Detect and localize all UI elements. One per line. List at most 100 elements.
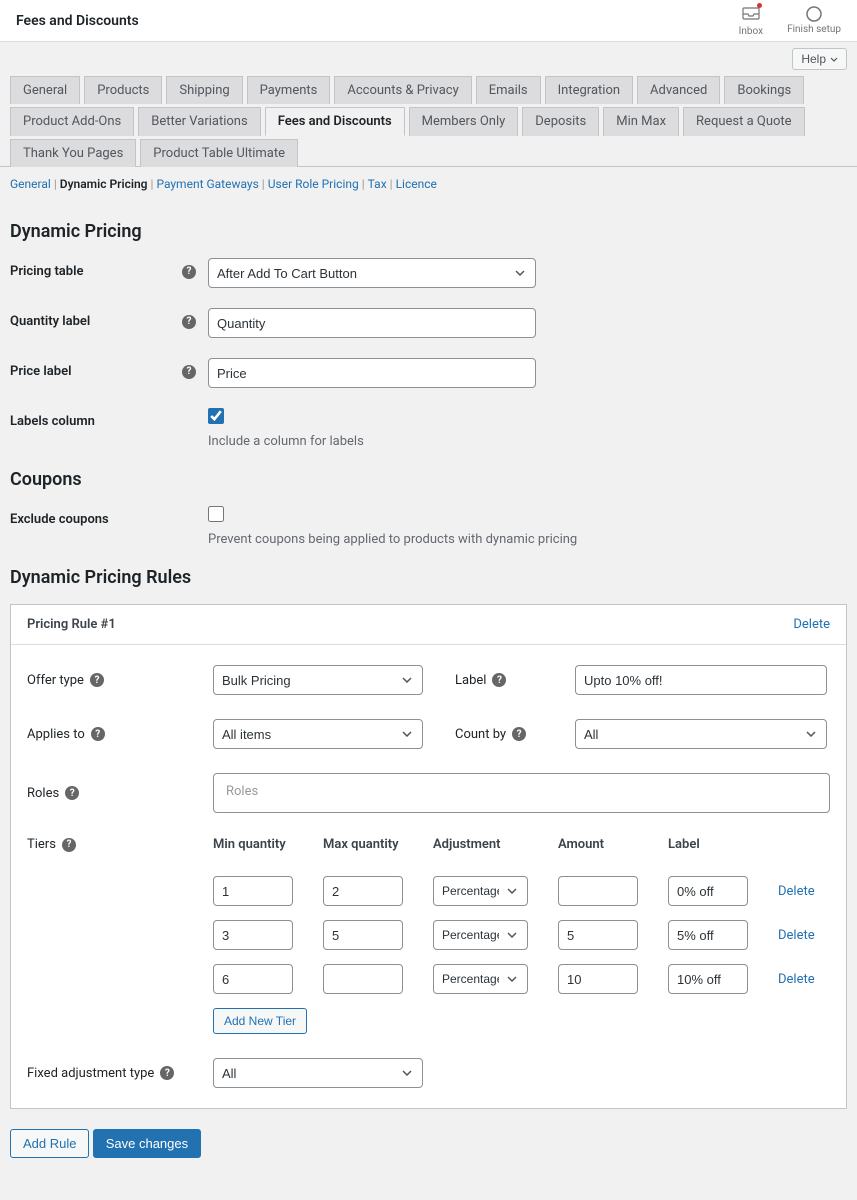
tab-payments[interactable]: Payments — [247, 76, 331, 104]
tab-advanced[interactable]: Advanced — [637, 76, 720, 104]
finish-setup-label: Finish setup — [787, 24, 841, 35]
tier-label-input[interactable] — [668, 920, 748, 950]
tier-delete-link[interactable]: Delete — [778, 972, 828, 987]
label-input[interactable] — [575, 665, 827, 695]
tab-product-table-ultimate[interactable]: Product Table Ultimate — [140, 139, 298, 167]
tier-adjustment-select[interactable]: Percentage Di — [433, 920, 528, 950]
tier-header-max: Max quantity — [323, 837, 403, 852]
top-bar: Fees and Discounts Inbox Finish setup — [0, 0, 857, 42]
add-rule-button[interactable]: Add Rule — [10, 1129, 89, 1158]
tier-header-adjustment: Adjustment — [433, 837, 528, 852]
offer-type-select[interactable]: Bulk Pricing — [213, 665, 423, 695]
finish-setup-button[interactable]: Finish setup — [787, 6, 841, 35]
tab-integration[interactable]: Integration — [545, 76, 633, 104]
tab-accounts-privacy[interactable]: Accounts & Privacy — [334, 76, 471, 104]
help-icon[interactable]: ? — [512, 727, 526, 741]
chevron-down-icon — [830, 57, 838, 62]
tier-delete-link[interactable]: Delete — [778, 928, 828, 943]
tab-emails[interactable]: Emails — [476, 76, 541, 104]
tab-general[interactable]: General — [10, 76, 80, 104]
fixed-adjustment-select[interactable]: All — [213, 1058, 423, 1088]
fixed-adjustment-label: Fixed adjustment type — [27, 1066, 154, 1081]
tier-amount-input[interactable] — [558, 876, 638, 906]
roles-label: Roles — [27, 786, 59, 801]
section-title-coupons: Coupons — [10, 469, 847, 490]
help-icon[interactable]: ? — [160, 1066, 174, 1080]
exclude-coupons-row: Exclude coupons Prevent coupons being ap… — [10, 506, 847, 547]
tier-amount-input[interactable] — [558, 920, 638, 950]
tiers-label: Tiers — [27, 837, 56, 852]
help-icon[interactable]: ? — [182, 365, 196, 379]
add-tier-button[interactable]: Add New Tier — [213, 1008, 307, 1034]
tier-min-input[interactable] — [213, 964, 293, 994]
exclude-coupons-checkbox[interactable] — [208, 506, 224, 522]
tier-label-input[interactable] — [668, 964, 748, 994]
tab-bookings[interactable]: Bookings — [724, 76, 804, 104]
tier-max-input[interactable] — [323, 876, 403, 906]
pricing-table-row: Pricing table ? After Add To Cart Button — [10, 258, 847, 288]
inbox-label: Inbox — [739, 26, 763, 37]
tab-better-variations[interactable]: Better Variations — [138, 107, 260, 136]
tier-row: Percentage Di Delete — [213, 920, 830, 950]
count-by-select[interactable]: All — [575, 719, 827, 749]
help-icon[interactable]: ? — [65, 786, 79, 800]
tab-products[interactable]: Products — [84, 76, 162, 104]
applies-to-label: Applies to — [27, 727, 85, 742]
subtab-licence[interactable]: Licence — [396, 177, 437, 191]
inbox-button[interactable]: Inbox — [739, 5, 763, 37]
help-icon[interactable]: ? — [90, 673, 104, 687]
rule-title: Pricing Rule #1 — [27, 617, 116, 632]
tab-fees-and-discounts[interactable]: Fees and Discounts — [265, 107, 405, 136]
exclude-coupons-label: Exclude coupons — [10, 512, 109, 527]
price-label-input[interactable] — [208, 358, 536, 388]
tier-adjustment-select[interactable]: Percentage Di — [433, 876, 528, 906]
subtab-dynamic-pricing[interactable]: Dynamic Pricing — [60, 177, 148, 191]
price-label-row: Price label ? — [10, 358, 847, 388]
help-icon[interactable]: ? — [91, 727, 105, 741]
tab-shipping[interactable]: Shipping — [166, 76, 242, 104]
sub-navigation: General|Dynamic Pricing|Payment Gateways… — [0, 167, 857, 191]
tab-members-only[interactable]: Members Only — [409, 107, 519, 136]
quantity-label-input[interactable] — [208, 308, 536, 338]
subtab-user-role-pricing[interactable]: User Role Pricing — [268, 177, 359, 191]
tier-min-input[interactable] — [213, 920, 293, 950]
applies-to-row: Applies to ? All items Count by ? All — [27, 719, 830, 749]
tier-max-input[interactable] — [323, 920, 403, 950]
tab-request-a-quote[interactable]: Request a Quote — [683, 107, 805, 136]
price-label-label: Price label — [10, 364, 71, 379]
tier-delete-link[interactable]: Delete — [778, 884, 828, 899]
rule-delete-link[interactable]: Delete — [793, 617, 830, 632]
tab-product-add-ons[interactable]: Product Add-Ons — [10, 107, 134, 136]
exclude-coupons-help: Prevent coupons being applied to product… — [208, 532, 847, 547]
save-changes-button[interactable]: Save changes — [93, 1129, 201, 1158]
tab-deposits[interactable]: Deposits — [522, 107, 599, 136]
help-icon[interactable]: ? — [182, 315, 196, 329]
tier-amount-input[interactable] — [558, 964, 638, 994]
help-icon[interactable]: ? — [182, 265, 196, 279]
subtab-tax[interactable]: Tax — [368, 177, 387, 191]
help-icon[interactable]: ? — [492, 673, 506, 687]
tier-label-input[interactable] — [668, 876, 748, 906]
labels-column-label: Labels column — [10, 414, 95, 429]
labels-column-checkbox[interactable] — [208, 408, 224, 424]
help-icon[interactable]: ? — [62, 838, 76, 852]
help-button[interactable]: Help — [792, 48, 847, 70]
roles-row: Roles ? Roles — [27, 773, 830, 813]
top-bar-actions: Inbox Finish setup — [739, 5, 841, 37]
roles-input[interactable]: Roles — [213, 773, 830, 813]
tab-min-max[interactable]: Min Max — [603, 107, 679, 136]
count-by-label: Count by — [455, 727, 506, 742]
label-label: Label — [455, 673, 486, 688]
tab-thank-you-pages[interactable]: Thank You Pages — [10, 139, 136, 167]
subtab-payment-gateways[interactable]: Payment Gateways — [156, 177, 258, 191]
tier-header-amount: Amount — [558, 837, 638, 852]
applies-to-select[interactable]: All items — [213, 719, 423, 749]
page-title: Fees and Discounts — [16, 13, 139, 29]
subtab-general[interactable]: General — [10, 177, 51, 191]
tier-max-input[interactable] — [323, 964, 403, 994]
tier-min-input[interactable] — [213, 876, 293, 906]
tier-adjustment-select[interactable]: Percentage Di — [433, 964, 528, 994]
tier-header-label: Label — [668, 837, 748, 852]
pricing-table-select[interactable]: After Add To Cart Button — [208, 258, 536, 288]
tier-row: Percentage Di Delete — [213, 964, 830, 994]
